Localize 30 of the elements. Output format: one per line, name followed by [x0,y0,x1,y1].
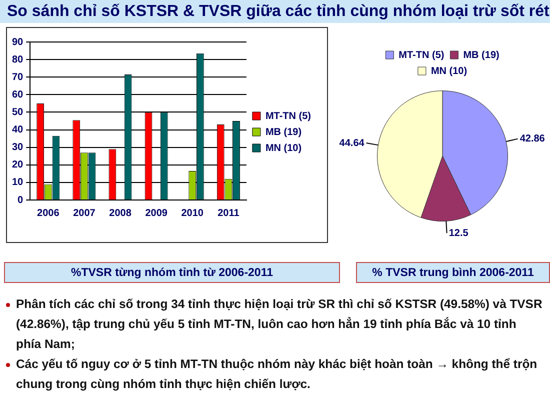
legend-label: MN (10) [430,66,468,77]
x-tick-label: 2010 [181,208,204,219]
legend-label: MB (19) [265,126,302,138]
y-tick-label: 70 [12,72,24,83]
legend-label: MN (10) [265,142,302,154]
legend-label: MT-TN (5) [265,110,311,122]
x-tick-label: 2008 [109,208,132,219]
x-tick-label: 2009 [145,208,168,219]
text: Các yếu tố nguy cơ ở 5 tỉnh MT-TN thuộc nhóm này khác biệt hoàn toàn → không thể trộn chung trong cùng nhóm tỉnh thực hiện chiến lược. [15,356,538,393]
chart-title: So sánh chỉ số KSTSR & TVSR giữa các tỉnh cùng nhóm loại trừ sốt rét [0,0,550,23]
x-tick-label: 2006 [37,208,60,219]
x-tick-label: 2007 [73,208,96,219]
text: %TVSR từng nhóm tỉnh từ 2006-2011 [4,262,340,283]
y-tick-label: 20 [12,160,24,171]
y-tick-label: 30 [12,142,24,154]
y-tick-label: 50 [12,106,24,118]
x-tick-label: 2011 [218,208,240,219]
y-tick-label: 40 [12,124,24,136]
text: % TVSR trung bình 2006-2011 [356,262,550,283]
data-label: 42.86 [520,134,546,145]
y-tick-label: 80 [12,54,24,66]
y-tick-label: 10 [12,177,24,188]
text: Phân tích các chỉ số trong 34 tỉnh thực hiện loại trừ SR thì chỉ số KSTSR (49.58%) và TVSR (42.86%), tập trung chủ yếu 5 tỉnh MT-TN, luôn cao hơn hẳn 19 tỉnh phía Bắc và 10 tỉnh phía Nam; [15,296,544,353]
y-tick-label: 60 [12,89,24,100]
data-label: 12.5 [448,228,469,239]
y-tick-label: 90 [12,36,24,48]
legend-label: MB (19) [463,50,500,61]
y-tick-label: 0 [18,194,24,206]
legend-label: MT-TN (5) [398,50,444,61]
data-label: 44.64 [339,138,365,149]
